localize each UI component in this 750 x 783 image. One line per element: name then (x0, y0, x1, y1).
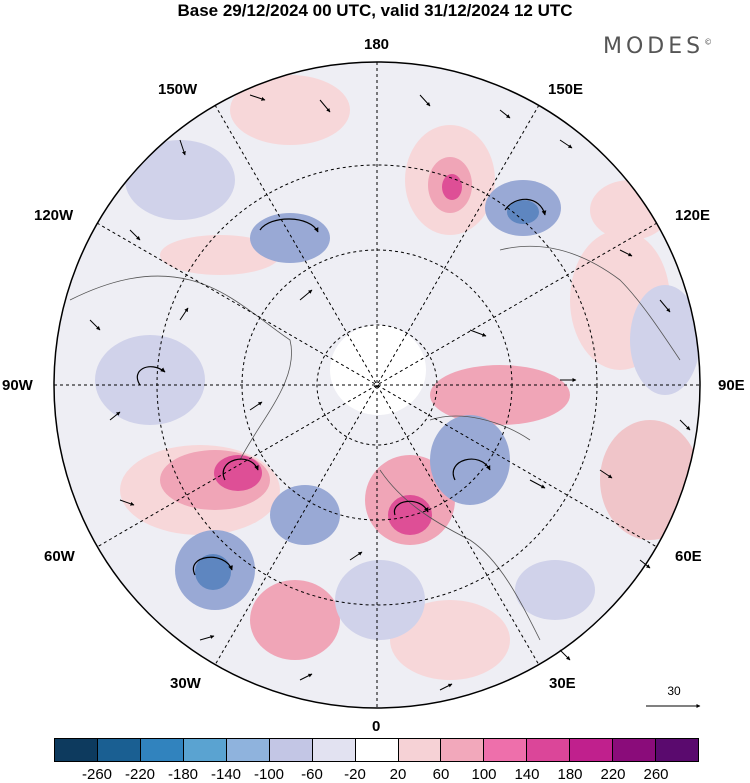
lon-label-150e: 150E (548, 81, 584, 98)
colorbar-segment (570, 739, 614, 761)
colorbar-tick-label: -180 (167, 766, 199, 783)
lon-label-90e: 90E (718, 377, 745, 394)
colorbar-tick-label: 140 (514, 766, 540, 783)
coastlines (69, 245, 681, 641)
wind-vectors (89, 94, 691, 691)
lon-label-0: 0 (372, 718, 381, 735)
colorbar-segment (183, 739, 227, 761)
lon-label-60e: 60E (675, 548, 702, 565)
positive-anomalies (120, 75, 700, 680)
circulation-arrows (136, 198, 547, 576)
colorbar-tick-label: -260 (81, 766, 113, 783)
lon-label-120e: 120E (675, 207, 711, 224)
colorbar-tick-label: -100 (253, 766, 285, 783)
colorbar-segment (441, 739, 485, 761)
colorbar (54, 738, 699, 762)
map-boundary (53, 61, 701, 709)
colorbar-tick-label: -60 (301, 766, 323, 783)
polar-cap (330, 325, 426, 415)
colorbar-tick-label: 20 (389, 766, 407, 783)
colorbar-segment (656, 739, 699, 761)
colorbar-segment (226, 739, 270, 761)
graticule (54, 62, 700, 708)
colorbar-tick-label: -220 (124, 766, 156, 783)
colorbar-tick-label: 260 (643, 766, 669, 783)
lon-label-30w: 30W (170, 675, 201, 692)
colorbar-segment (97, 739, 141, 761)
colorbar-segment (484, 739, 528, 761)
lon-label-60w: 60W (44, 548, 75, 565)
page-title: Base 29/12/2024 00 UTC, valid 31/12/2024… (177, 1, 573, 20)
lon-label-30e: 30E (549, 675, 576, 692)
colorbar-segment (312, 739, 356, 761)
colorbar-tick-label: -20 (344, 766, 366, 783)
colorbar-tick-label: 60 (432, 766, 450, 783)
colorbar-segment (269, 739, 313, 761)
colorbar-tick-label: 220 (600, 766, 626, 783)
lon-label-180: 180 (364, 36, 390, 53)
lon-label-90w: 90W (2, 377, 33, 394)
lon-label-150w: 150W (158, 81, 198, 98)
colorbar-segment (527, 739, 571, 761)
colorbar-segment (613, 739, 657, 761)
vector-scale-label: 30 (667, 684, 681, 698)
colorbar-segment (140, 739, 184, 761)
brand-logo: MODES© (603, 34, 713, 59)
colorbar-tick-label: -140 (210, 766, 242, 783)
colorbar-tick-label: 180 (557, 766, 583, 783)
colorbar-segment (355, 739, 399, 761)
colorbar-tick-label: 100 (471, 766, 497, 783)
colorbar-segment (55, 739, 98, 761)
lon-label-120w: 120W (34, 207, 74, 224)
colorbar-segment (398, 739, 442, 761)
